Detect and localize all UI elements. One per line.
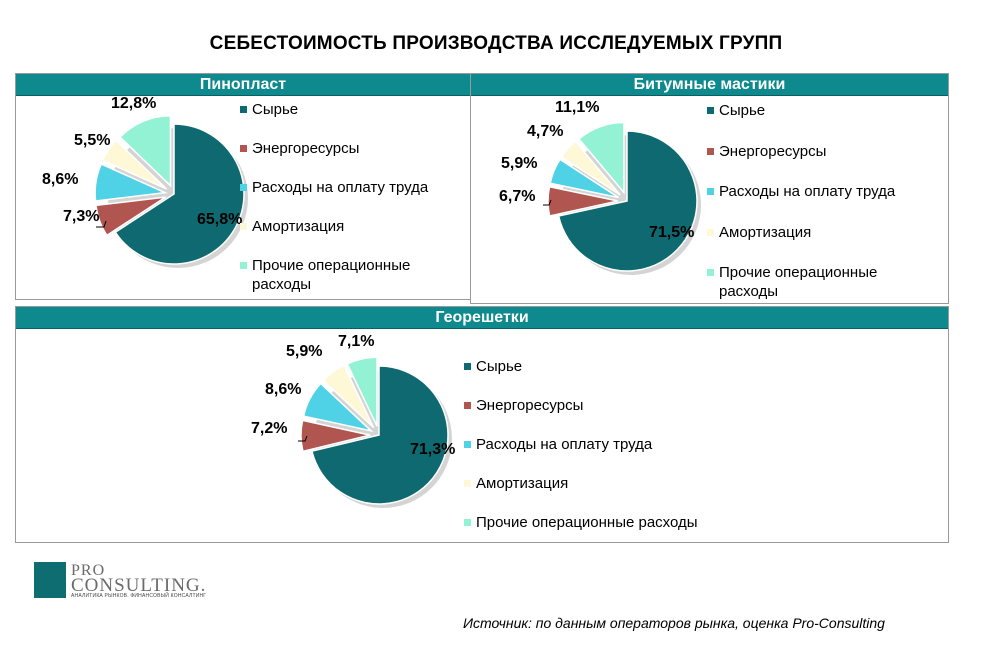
data-label-амортизация: 4,7% [527, 123, 563, 140]
legend-label: Энергоресурсы [252, 140, 360, 157]
pie-chart: 65,8% 7,3% 8,6% 5,5% 12,8% [42, 95, 248, 268]
data-label-энергоресурсы: 6,7% [499, 188, 535, 205]
data-label-расходы-на-оплату-труда: 5,9% [501, 155, 537, 172]
leader-line [96, 220, 107, 228]
legend-label: Энергоресурсы [719, 143, 827, 160]
pie-slice-прочие-операционные-расходы [346, 356, 378, 427]
logo: PRO CONSULTING. АНАЛИТИКА РЫНКОВ. ФИНАНС… [34, 562, 207, 602]
legend-label: Расходы на оплату труда [719, 183, 896, 200]
pie-slice-расходы-на-оплату-труда [549, 158, 620, 199]
chart-title: Пинопласт [16, 74, 470, 96]
data-label-энергоресурсы: 7,3% [63, 208, 99, 225]
pie-slice-сырье [557, 130, 698, 272]
legend-swatch [707, 107, 714, 114]
legend-label: Сырье [476, 358, 523, 375]
data-label-прочие-операционные-расходы: 7,1% [338, 333, 374, 350]
pie-slice-сырье [114, 123, 245, 265]
pie-slice-прочие-операционные-расходы [118, 114, 172, 188]
logo-tagline: АНАЛИТИКА РЫНКОВ. ФИНАНСОВЫЙ КОНСАЛТИНГ [71, 593, 207, 599]
logo-text-consulting: CONSULTING. [71, 575, 207, 596]
source-note: Источник: по данным операторов рынка, оц… [463, 615, 885, 631]
legend-swatch [707, 188, 714, 195]
legend-label: Сырье [719, 102, 766, 119]
data-label-сырье: 71,5% [649, 224, 694, 241]
legend-label: Амортизация [476, 475, 569, 492]
data-label-расходы-на-оплату-труда: 8,6% [265, 381, 301, 398]
chart-panel-bitumen: Битумные мастики 71,5% 6,7% 5,9% 4,7% 11,1% … [470, 73, 949, 304]
pie-slice-сырье [311, 365, 449, 505]
legend-swatch [240, 223, 247, 230]
leader-line [543, 199, 552, 206]
legend-swatch [464, 441, 471, 448]
legend-label: Прочие операционные расходы [252, 257, 411, 293]
legend-label: Сырье [252, 101, 299, 118]
data-label-амортизация: 5,5% [74, 132, 110, 149]
pie-slice-энергоресурсы [547, 185, 619, 217]
legend-label: Энергоресурсы [476, 397, 584, 414]
legend-swatch [464, 519, 471, 526]
chart-title: Георешетки [16, 307, 948, 329]
pie-slice-энергоресурсы [300, 419, 371, 453]
legend-swatch [707, 229, 714, 236]
chart-title: Битумные мастики [471, 74, 948, 96]
legend-label: Амортизация [252, 218, 345, 235]
data-label-амортизация: 5,9% [286, 343, 322, 360]
legend-swatch [240, 262, 247, 269]
legend-label: Расходы на оплату труда [476, 436, 653, 453]
data-label-расходы-на-оплату-труда: 8,6% [42, 171, 78, 188]
pie-slice-амортизация [322, 364, 375, 429]
pie-slice-прочие-операционные-расходы [577, 121, 625, 195]
pie-slice-расходы-на-оплату-труда [302, 382, 374, 433]
legend-swatch [240, 106, 247, 113]
chart-panel-geogrid: Георешетки 71,3% 7,2% 8,6% 5,9% 7,1% Сырье Эн… [15, 306, 949, 543]
legend-swatch [464, 480, 471, 487]
chart-panel-pinoplast: Пинопласт 65,8% 7,3% 8,6% 5,5% 12,8% Сырье Эн… [15, 73, 471, 300]
pie-chart: 71,3% 7,2% 8,6% 5,9% 7,1% [251, 333, 455, 508]
legend-swatch [707, 148, 714, 155]
data-label-энергоресурсы: 7,2% [251, 420, 287, 437]
legend-swatch [464, 363, 471, 370]
legend-label: Амортизация [719, 224, 812, 241]
page-title: СЕБЕСТОИМОСТЬ ПРОИЗВОДСТВА ИССЛЕДУЕМЫХ Г… [209, 33, 783, 54]
data-label-сырье: 65,8% [197, 211, 242, 228]
data-label-прочие-операционные-расходы: 11,1% [555, 99, 599, 116]
legend-swatch [240, 145, 247, 152]
pie-slice-амортизация [560, 140, 621, 196]
pie-slice-амортизация [101, 139, 168, 190]
legend-label: Прочие операционные расходы [719, 264, 878, 300]
logo-text-pro: PRO [71, 562, 106, 579]
legend-swatch [464, 402, 471, 409]
legend-swatch [240, 184, 247, 191]
legend-swatch [707, 269, 714, 276]
pie-slice-энергоресурсы [95, 196, 166, 237]
pie-chart: 71,5% 6,7% 5,9% 4,7% 11,1% [499, 99, 701, 275]
data-label-сырье: 71,3% [410, 441, 455, 458]
pie-slice-расходы-на-оплату-труда [94, 163, 168, 202]
leader-line [298, 435, 308, 442]
logo-mark-icon [34, 562, 66, 598]
legend-label: Прочие операционные расходы [476, 514, 698, 531]
data-label-прочие-операционные-расходы: 12,8% [111, 95, 156, 112]
legend-label: Расходы на оплату труда [252, 179, 429, 196]
